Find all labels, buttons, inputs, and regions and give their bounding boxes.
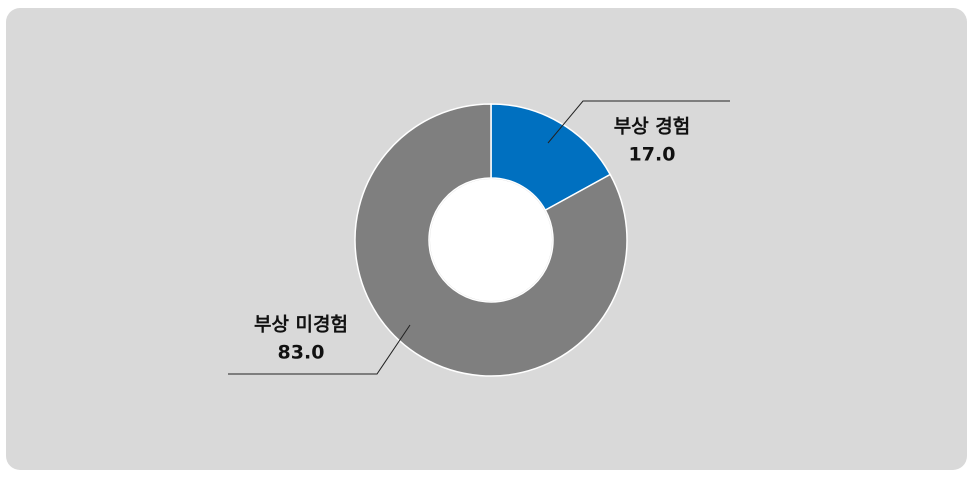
value-label: 83.0: [278, 342, 325, 364]
category-label: 부상 미경험: [254, 314, 348, 336]
donut-hole: [430, 179, 552, 301]
category-label: 부상 경험: [614, 116, 691, 138]
donut-slice: [354, 103, 628, 377]
value-label: 17.0: [629, 144, 676, 166]
leader-line: [228, 324, 411, 375]
leader-line: [547, 100, 730, 144]
